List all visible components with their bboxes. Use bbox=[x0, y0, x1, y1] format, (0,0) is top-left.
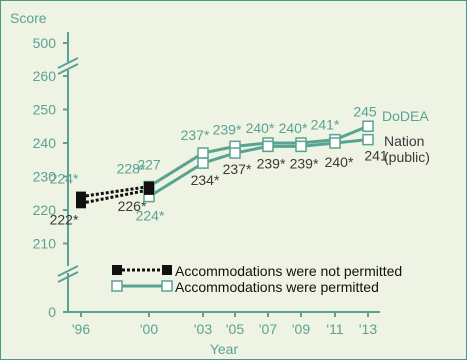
marker-nation-permitted bbox=[197, 157, 209, 169]
data-label-nation-permitted: 241 bbox=[364, 148, 388, 164]
x-tick-label: '03 bbox=[194, 321, 212, 337]
line-dodea-not-permitted bbox=[80, 185, 150, 199]
marker-nation-permitted bbox=[229, 147, 241, 159]
x-tick-label: '11 bbox=[326, 321, 343, 337]
data-label-nation-permitted: 234* bbox=[191, 172, 220, 188]
data-label-nation-permitted: 239* bbox=[290, 155, 319, 171]
y-ticks: 0 210 220 230 240 250 260 500 bbox=[33, 35, 68, 320]
series-name-dodea: DoDEA bbox=[382, 108, 429, 124]
marker-nation-permitted bbox=[262, 140, 274, 153]
y-tick-label: 250 bbox=[33, 102, 57, 118]
x-tick-label: '05 bbox=[226, 321, 244, 337]
data-label-nation-permitted: 240* bbox=[325, 154, 354, 170]
y-tick-label: 240 bbox=[33, 135, 57, 151]
legend-marker-not-permitted-a bbox=[112, 265, 122, 275]
y-tick-label: 0 bbox=[48, 304, 56, 320]
legend: Accommodations were not permitted Accomm… bbox=[111, 263, 402, 295]
axis-break-upper bbox=[57, 57, 79, 75]
data-label-nation-not-permitted: 222* bbox=[50, 211, 79, 227]
data-label-dodea-permitted: 241* bbox=[311, 117, 340, 133]
y-tick-label: 220 bbox=[33, 202, 57, 218]
legend-marker-permitted-b bbox=[161, 280, 173, 292]
data-label-dodea-permitted: 239* bbox=[213, 121, 242, 137]
x-ticks: '96 '00 '03 '05 '07 '09 '11 '13 bbox=[72, 312, 377, 337]
y-tick-label: 210 bbox=[33, 236, 57, 252]
data-label-dodea-permitted: 227 bbox=[137, 157, 161, 173]
marker-dodea-permitted bbox=[362, 120, 374, 132]
data-label-dodea-permitted: 237* bbox=[181, 127, 210, 143]
x-tick-label: '09 bbox=[292, 321, 310, 337]
x-tick-label: '13 bbox=[359, 321, 377, 337]
legend-marker-permitted-a bbox=[111, 280, 123, 292]
marker-nation-not-permitted bbox=[144, 184, 154, 195]
x-tick-label: '00 bbox=[140, 321, 158, 337]
data-label-dodea-permitted: 240* bbox=[246, 120, 275, 136]
data-label-dodea-permitted: 240* bbox=[279, 120, 308, 136]
data-label-nation-permitted: 239* bbox=[257, 155, 286, 171]
marker-dodea-not-permitted bbox=[76, 191, 86, 202]
marker-nation-not-permitted bbox=[76, 198, 86, 209]
series-name-nation-line1: Nation bbox=[384, 133, 424, 149]
marker-nation-permitted bbox=[329, 137, 341, 149]
marker-nation-permitted bbox=[362, 133, 374, 146]
legend-label-not-permitted: Accommodations were not permitted bbox=[175, 263, 402, 279]
data-label-nation-permitted: 224* bbox=[136, 208, 165, 224]
marker-dodea-permitted bbox=[197, 147, 209, 159]
data-label-dodea-permitted: 245 bbox=[353, 103, 377, 119]
data-label-nation-permitted: 237* bbox=[223, 161, 252, 177]
legend-marker-not-permitted-b bbox=[162, 265, 172, 275]
data-label-dodea-not-permitted: 224* bbox=[50, 171, 79, 187]
series-name-nation-line2: (public) bbox=[384, 149, 430, 165]
y-tick-label: 500 bbox=[33, 35, 57, 51]
marker-nation-permitted bbox=[295, 140, 307, 153]
x-tick-label: '96 bbox=[72, 321, 90, 337]
data-label-dodea-not-permitted: 228* bbox=[117, 161, 146, 177]
x-tick-label: '07 bbox=[259, 321, 277, 337]
series-markers bbox=[76, 120, 374, 209]
y-tick-label: 260 bbox=[33, 68, 57, 84]
line-nation-not-permitted bbox=[80, 188, 150, 205]
x-axis-title: Year bbox=[210, 341, 239, 357]
data-label-nation-not-permitted: 226* bbox=[118, 198, 147, 214]
y-axis-title: Score bbox=[10, 10, 47, 26]
series-name-nation: Nation (public) bbox=[384, 133, 430, 165]
legend-label-permitted: Accommodations were permitted bbox=[175, 279, 379, 295]
axis-break-lower bbox=[57, 265, 79, 283]
y-tick-label: 230 bbox=[33, 169, 57, 185]
